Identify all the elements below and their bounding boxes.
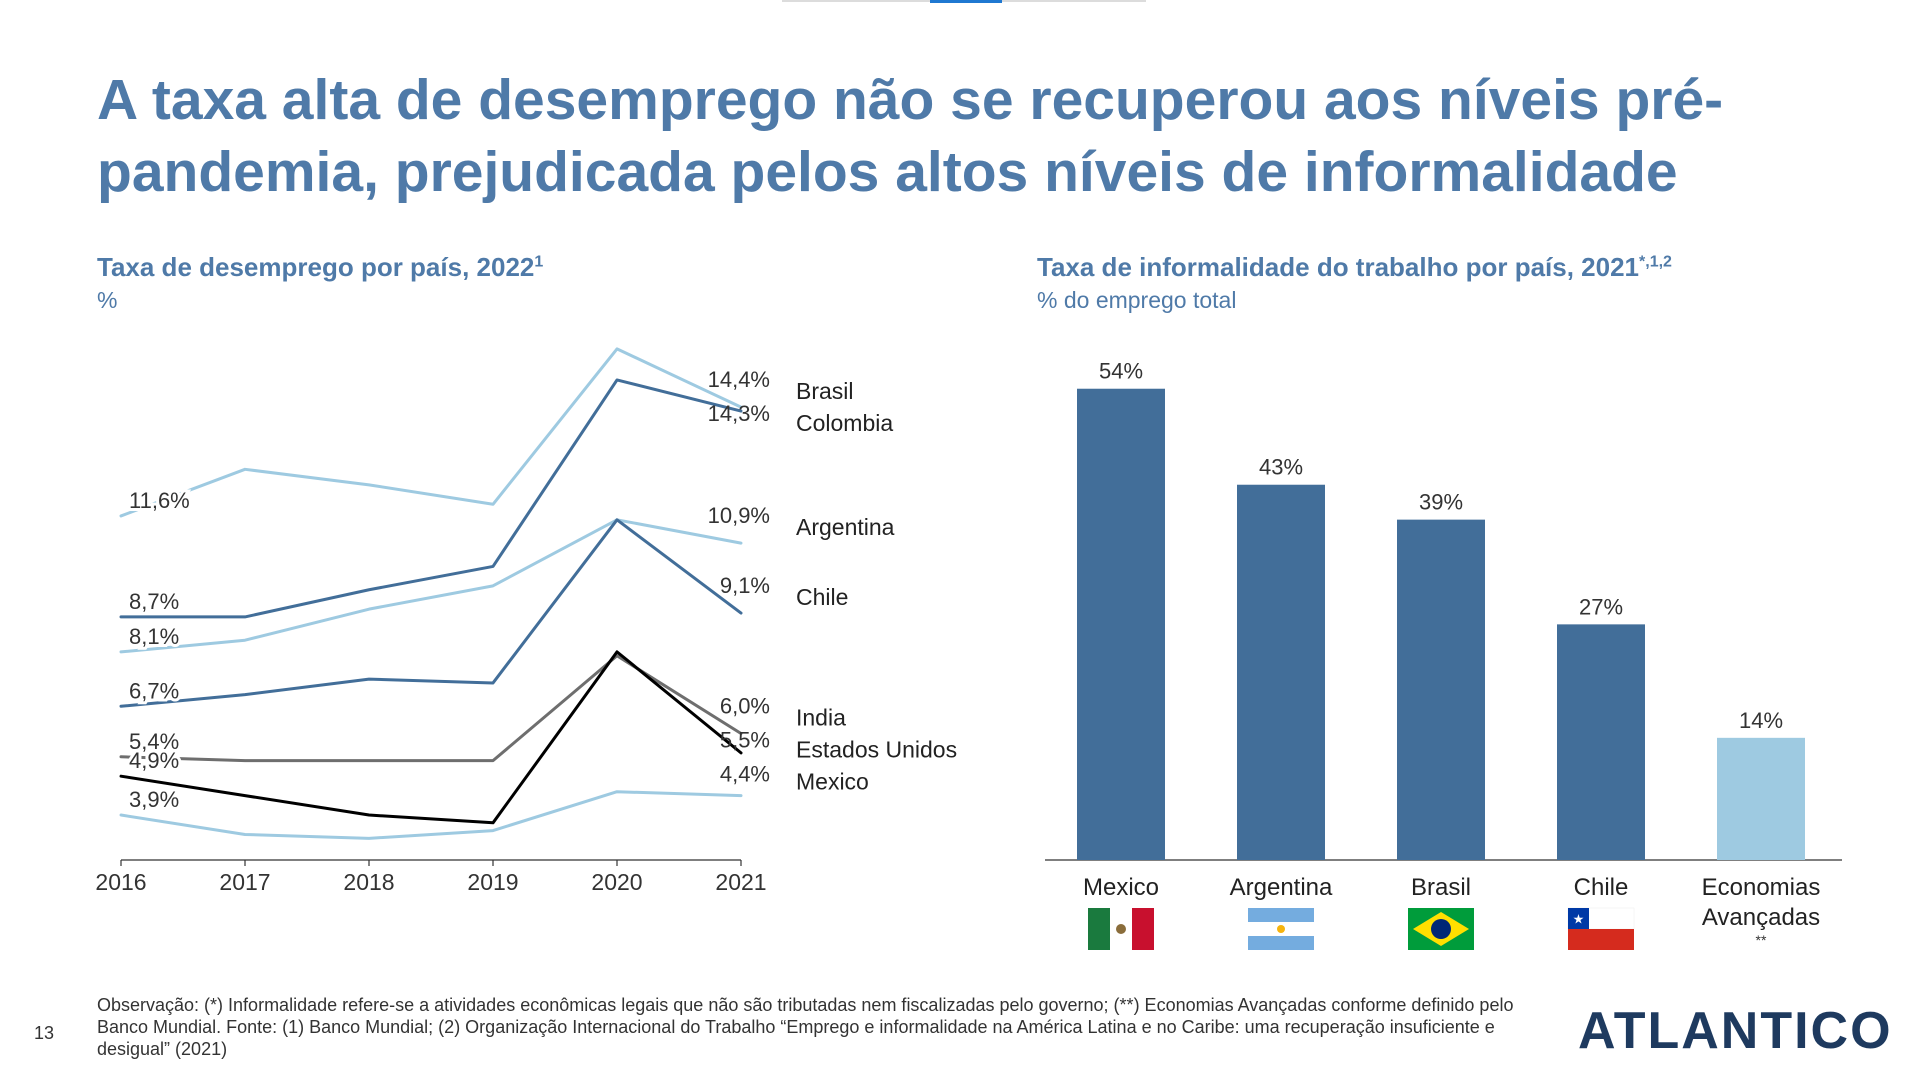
- series-name-chile: Chile: [796, 584, 848, 610]
- bar-brasil: [1397, 519, 1485, 860]
- series-line-estados-unidos: [119, 650, 743, 825]
- x-tick-label-2018: 2018: [343, 869, 394, 895]
- x-tick-label-2021: 2021: [715, 869, 766, 895]
- bar-economias-avancadas: [1717, 737, 1805, 860]
- bar-mexico: [1077, 388, 1165, 860]
- category-note-economias-avancadas: **: [1756, 932, 1767, 948]
- end-label-estados-unidos: 5,5%: [720, 727, 770, 752]
- end-label-mexico: 4,4%: [720, 761, 770, 786]
- end-label-chile: 9,1%: [720, 573, 770, 598]
- chile-flag-icon: ★: [1567, 907, 1635, 950]
- top-progress-indicator: [930, 0, 1002, 3]
- x-tick-label-2017: 2017: [219, 869, 270, 895]
- start-label-estados-unidos: 4,9%: [129, 748, 179, 773]
- x-tick-label-2016: 2016: [95, 869, 146, 895]
- series-line-india: [119, 654, 743, 763]
- bar-value-chile: 27%: [1579, 594, 1623, 619]
- argentina-flag-icon: [1248, 908, 1314, 950]
- line-chart-title-text: Taxa de desemprego por país, 2022: [97, 252, 535, 282]
- start-label-argentina: 8,1%: [129, 624, 179, 649]
- category-label-mexico: Mexico: [1083, 874, 1159, 901]
- series-name-estados-unidos: Estados Unidos: [796, 736, 957, 762]
- flag-canton: [1568, 908, 1589, 929]
- bar-value-economias-avancadas: 14%: [1739, 708, 1783, 733]
- series-line-colombia: [119, 378, 743, 619]
- category-label-economias-avancadas: Economias: [1702, 874, 1821, 901]
- end-label-colombia: 14,3%: [708, 401, 770, 426]
- start-label-india: 5,4%: [129, 729, 179, 754]
- flag-stripe: [1088, 908, 1110, 950]
- line-chart-unit: %: [97, 287, 118, 313]
- series-line-mexico: [119, 790, 743, 840]
- flag-stripe: [1248, 908, 1314, 922]
- bar-chile: [1557, 624, 1645, 860]
- unemployment-line-chart: 2016 2017 2018 2019 2020 2021 11,6% 8,7% 8,1% 6,7…: [95, 347, 957, 895]
- bar-chart-title-superscript: *,1,2: [1639, 253, 1672, 271]
- bar-value-argentina: 43%: [1259, 455, 1303, 480]
- x-tick-label-2020: 2020: [591, 869, 642, 895]
- series-line-argentina: [119, 518, 743, 654]
- series-line-chile: [119, 518, 743, 708]
- bar-argentina: [1237, 484, 1325, 860]
- series-name-argentina: Argentina: [796, 514, 895, 540]
- informality-bar-chart: 54% Mexico 43% Argentina 39% Brasil 27% Chile ★ 1…: [1045, 359, 1842, 950]
- category-label-chile: Chile: [1574, 874, 1629, 901]
- x-tick-label-2019: 2019: [467, 869, 518, 895]
- category-label-brasil: Brasil: [1411, 874, 1471, 901]
- logo-text: ATLANTICO: [1578, 1002, 1893, 1058]
- start-label-brasil: 11,6%: [129, 488, 190, 513]
- series-name-colombia: Colombia: [796, 410, 893, 436]
- series-name-mexico: Mexico: [796, 768, 869, 794]
- page-number: 13: [34, 1023, 55, 1043]
- category-label-economias-avancadas: Avançadas: [1702, 904, 1820, 931]
- flag-stripe: [1132, 908, 1154, 950]
- series-name-india: India: [796, 704, 846, 730]
- flag-globe: [1431, 919, 1451, 939]
- flag-stripe: [1568, 929, 1634, 950]
- category-label-argentina: Argentina: [1230, 874, 1333, 901]
- series-name-brasil: Brasil: [796, 378, 854, 404]
- bar-chart-title: Taxa de informalidade do trabalho por pa…: [1037, 252, 1672, 283]
- slide-title: A taxa alta de desemprego não se recuper…: [97, 68, 1724, 204]
- line-chart-title: Taxa de desemprego por país, 20221: [97, 252, 543, 283]
- flag-emblem: [1116, 924, 1126, 934]
- bar-value-brasil: 39%: [1419, 490, 1463, 515]
- mexico-flag-icon: [1088, 908, 1154, 950]
- end-label-brasil: 14,4%: [708, 367, 770, 392]
- start-label-chile: 6,7%: [129, 678, 179, 703]
- bar-chart-title-text: Taxa de informalidade do trabalho por pa…: [1037, 252, 1640, 282]
- brazil-flag-icon: [1408, 908, 1474, 950]
- bar-chart-unit: % do emprego total: [1037, 287, 1237, 313]
- series-line-brasil: [119, 347, 743, 518]
- flag-star: ★: [1573, 912, 1585, 927]
- flag-stripe: [1248, 936, 1314, 950]
- start-label-mexico: 3,9%: [129, 787, 179, 812]
- end-label-argentina: 10,9%: [708, 503, 770, 528]
- end-label-india: 6,0%: [720, 693, 770, 718]
- line-chart-title-superscript: 1: [534, 253, 544, 271]
- flag-sun: [1277, 925, 1285, 933]
- footnote: Observação: (*) Informalidade refere-se …: [97, 995, 1514, 1059]
- start-label-colombia: 8,7%: [129, 589, 179, 614]
- bar-value-mexico: 54%: [1099, 359, 1143, 384]
- atlantico-logo: ATLANTICO: [1578, 1002, 1893, 1058]
